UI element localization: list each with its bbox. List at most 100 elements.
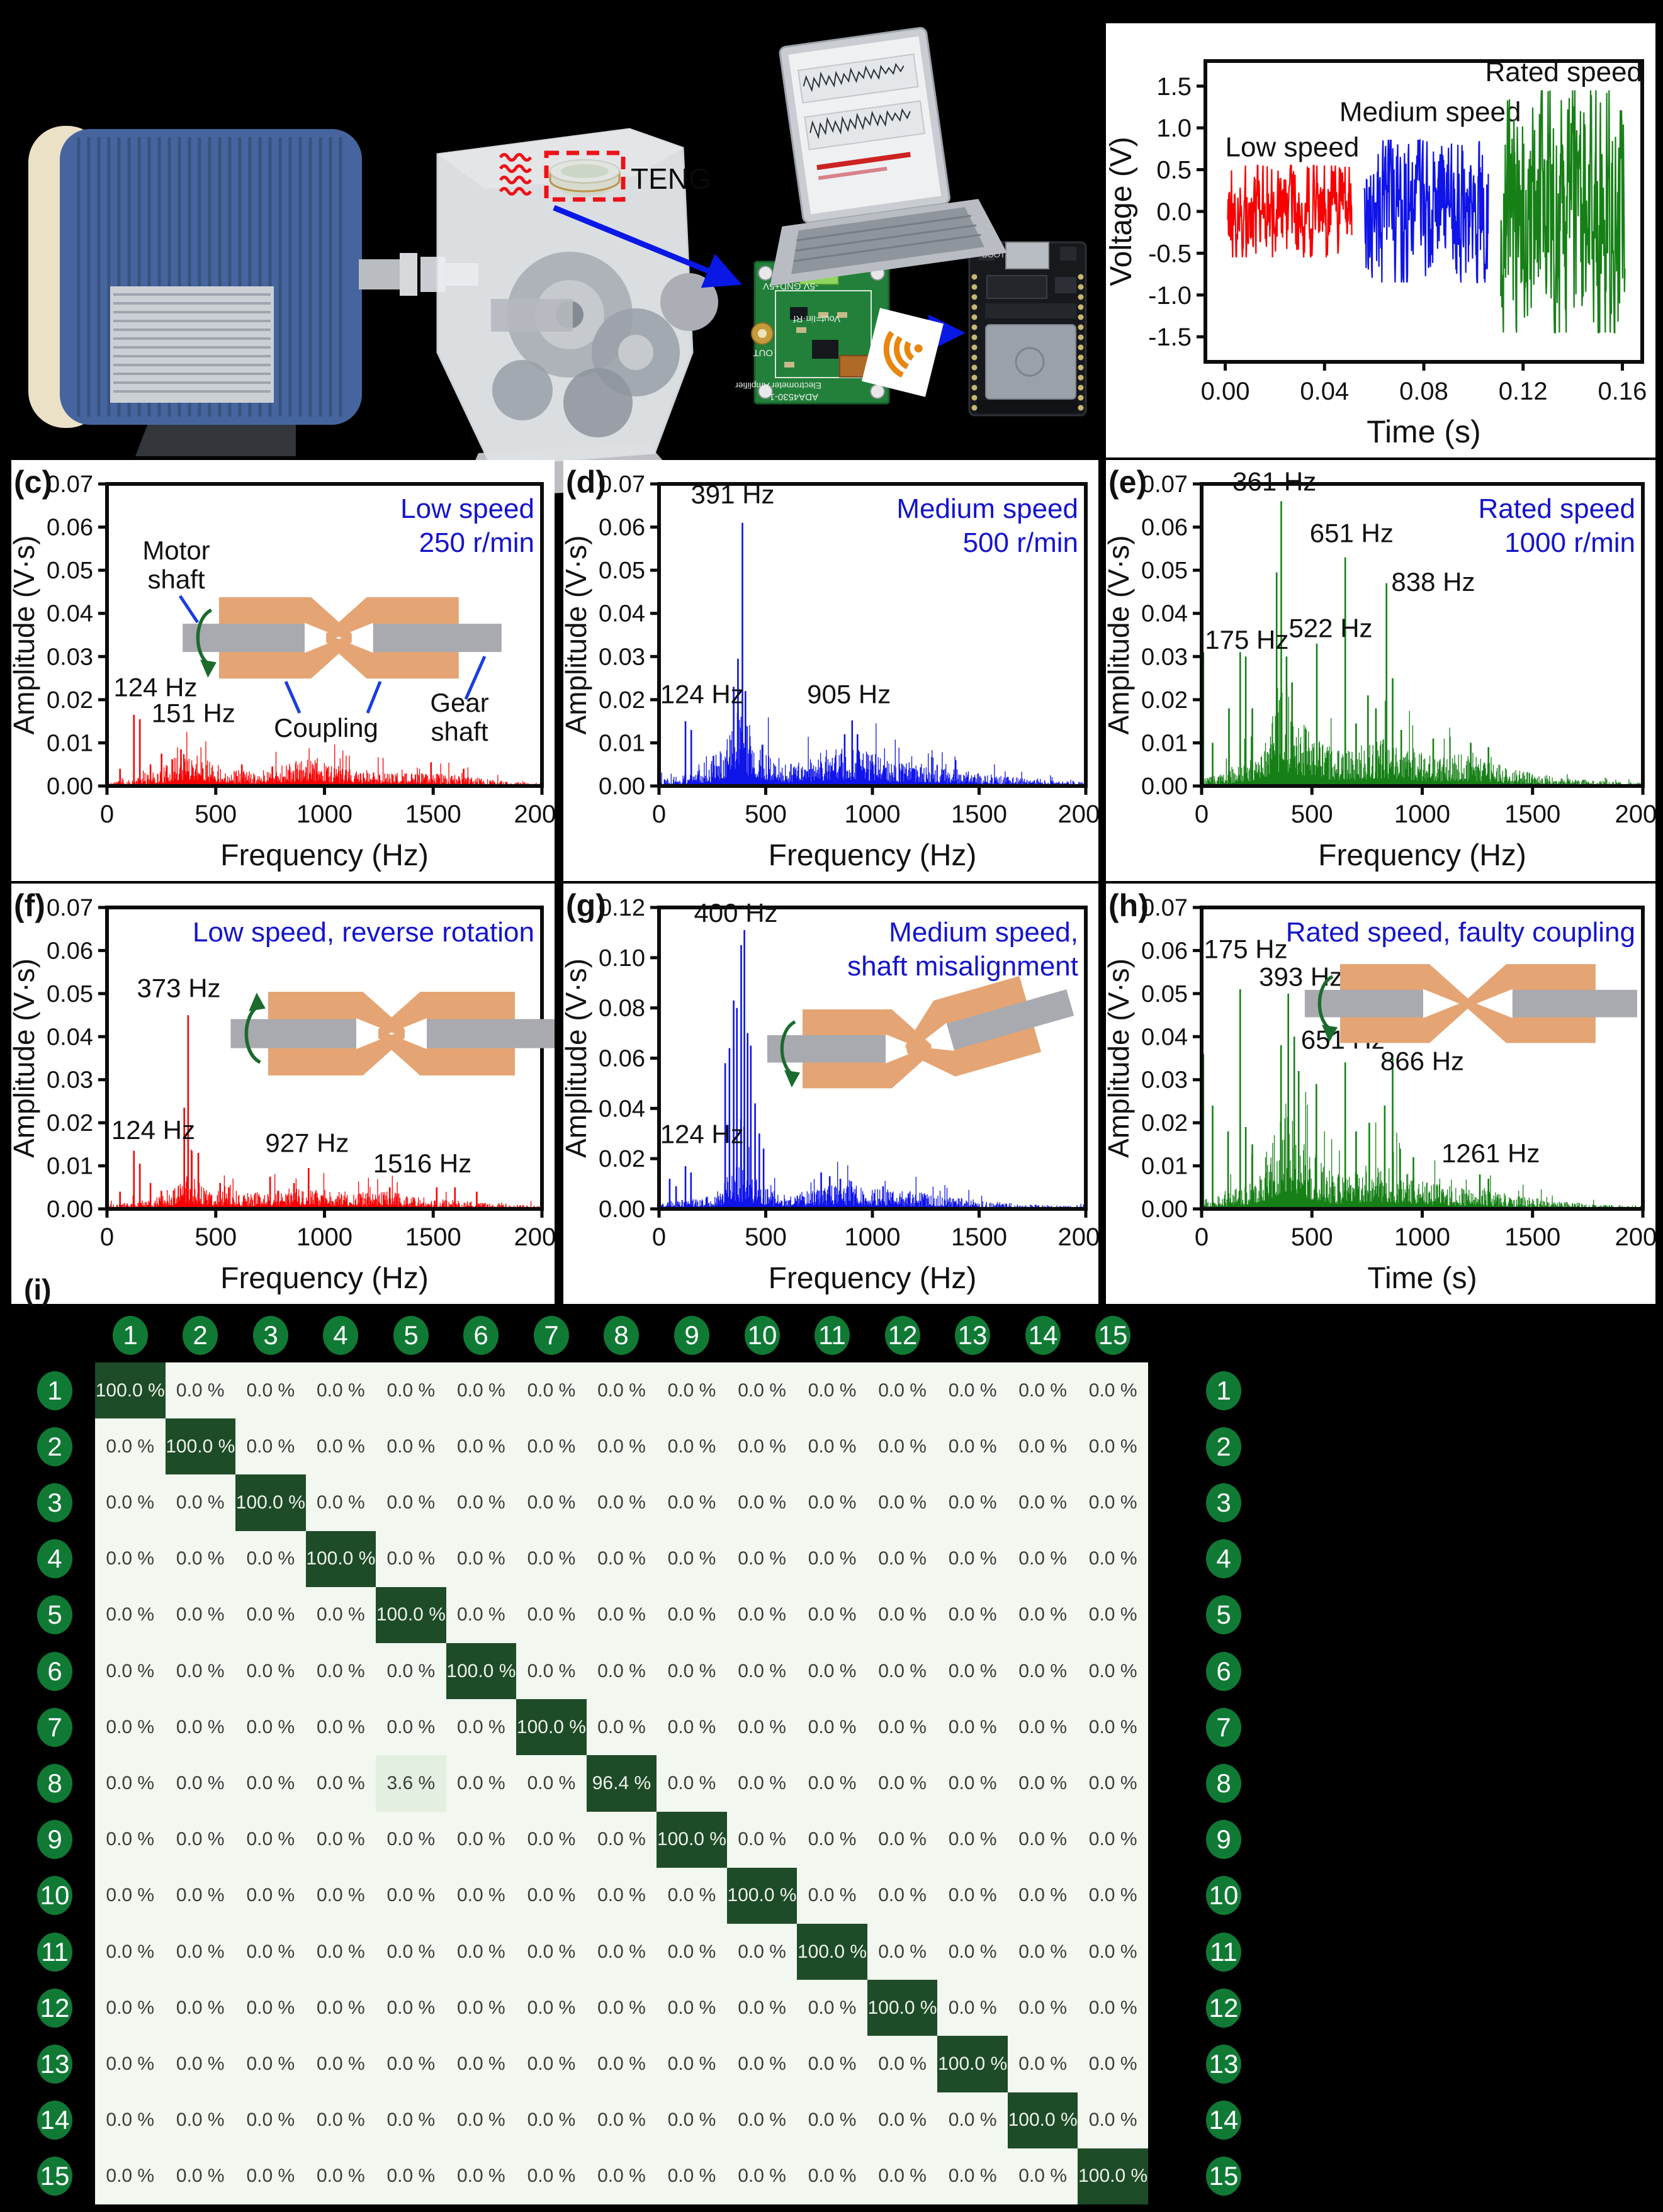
matrix-cell: 0.0 % <box>176 1660 225 1681</box>
x-tick-label: 0.04 <box>1300 378 1349 405</box>
x-tick-label: 0.12 <box>1499 378 1548 405</box>
peak-label: 391 Hz <box>691 480 774 509</box>
matrix-cell: 0.0 % <box>527 1829 576 1850</box>
matrix-cell: 0.0 % <box>456 1435 505 1457</box>
matrix-cell: 0.0 % <box>106 2109 155 2131</box>
matrix-cell: 0.0 % <box>176 1604 225 1625</box>
matrix-cell: 0.0 % <box>1018 1997 1067 2018</box>
panel-title: Medium speed, <box>889 917 1078 948</box>
x-tick-label: 500 <box>194 1223 237 1251</box>
matrix-cell: 0.0 % <box>106 1772 155 1794</box>
chart-c: 0.00 0.01 0.02 0.03 0.04 0.05 0.06 0.07 0 500 1000… <box>11 464 555 872</box>
spectrum-peaks <box>119 1015 478 1209</box>
y-tick-label: 0.00 <box>599 773 645 800</box>
teng-label: TENG <box>631 162 711 195</box>
peak-label: 175 Hz <box>1204 935 1288 964</box>
matrix-cell: 0.0 % <box>597 1885 646 1906</box>
esp32-board: BOOT <box>968 241 1087 417</box>
x-tick-label: 2000 <box>1058 1223 1098 1251</box>
matrix-cell: 0.0 % <box>106 1997 155 2018</box>
peak-label: 361 Hz <box>1232 466 1316 496</box>
matrix-row-header-left: 12 <box>37 1989 72 2028</box>
matrix-cell: 0.0 % <box>597 1829 646 1850</box>
x-tick-label: 1000 <box>296 1223 352 1251</box>
x-axis-label: Frequency (Hz) <box>220 839 429 872</box>
matrix-row-header-left: 7 <box>37 1708 72 1747</box>
y-tick-label: 0.02 <box>1141 1110 1188 1137</box>
matrix-cell: 0.0 % <box>456 1885 505 1906</box>
y-tick-label: 0.5 <box>1156 157 1192 184</box>
matrix-cell: 0.0 % <box>386 1548 436 1569</box>
matrix-row-header-left: 1 <box>37 1371 72 1410</box>
matrix-cell: 0.0 % <box>878 1829 927 1850</box>
matrix-row-header-right: 12 <box>1206 1989 1241 2028</box>
matrix-row-header-left: 8 <box>37 1764 72 1803</box>
matrix-row-header-right: 14 <box>1206 2101 1241 2140</box>
matrix-cell: 100.0 % <box>446 1643 517 1700</box>
matrix-cell: 0.0 % <box>597 1660 646 1681</box>
matrix-row-header-right: 15 <box>1206 2157 1241 2196</box>
matrix-cell: 0.0 % <box>1018 1604 1067 1625</box>
x-tick-label: 500 <box>745 800 787 828</box>
spectrum-noise <box>1202 687 1643 786</box>
motor <box>28 126 478 456</box>
matrix-cell: 0.0 % <box>246 1548 295 1569</box>
matrix-cell: 0.0 % <box>316 2165 365 2187</box>
panel-title: Medium speed <box>896 493 1078 524</box>
series-label: Medium speed <box>1339 97 1521 128</box>
matrix-cell: 0.0 % <box>738 1716 786 1738</box>
matrix-col-header: 11 <box>815 1316 850 1355</box>
matrix-cell: 0.0 % <box>386 1997 436 2018</box>
chart-g: 0.00 0.02 0.04 0.06 0.08 0.10 0.12 0 500 1000 1500… <box>563 888 1098 1295</box>
matrix-row-header-left: 9 <box>37 1820 72 1859</box>
matrix-cell: 0.0 % <box>667 2109 716 2131</box>
matrix-cell: 0.0 % <box>738 1491 786 1513</box>
matrix-cell: 100.0 % <box>937 2036 1008 2092</box>
matrix-cell: 0.0 % <box>456 1772 505 1794</box>
y-tick-label: 0.03 <box>1141 1067 1188 1094</box>
x-tick-label: 1500 <box>951 1223 1007 1251</box>
matrix-cell: 100.0 % <box>1078 2148 1148 2204</box>
matrix-row-header-left: 6 <box>37 1652 72 1691</box>
matrix-cell: 0.0 % <box>878 1435 927 1457</box>
matrix-cell: 0.0 % <box>456 1997 505 2018</box>
panel-letter: (h) <box>1108 888 1149 923</box>
matrix-row-header-left: 11 <box>37 1933 72 1972</box>
x-tick-label: 0 <box>1195 800 1209 828</box>
matrix-cell: 100.0 % <box>235 1474 306 1531</box>
matrix-cell: 0.0 % <box>878 2053 927 2074</box>
peak-label: 1516 Hz <box>373 1148 471 1178</box>
coupling-inset <box>767 975 1074 1089</box>
matrix-cell: 100.0 % <box>305 1530 376 1587</box>
wifi-icon <box>862 308 944 397</box>
matrix-cell: 0.0 % <box>1088 1772 1137 1794</box>
matrix-cell: 0.0 % <box>246 1379 295 1401</box>
y-axis-label: Amplitude (V·s) <box>563 536 592 735</box>
matrix-cell: 0.0 % <box>176 1716 225 1738</box>
x-tick-label: 0 <box>1195 1223 1209 1251</box>
y-tick-label: 0.04 <box>1141 601 1188 627</box>
matrix-row-header-right: 3 <box>1206 1483 1241 1522</box>
y-tick-label: 0.07 <box>47 895 93 921</box>
matrix-cell: 0.0 % <box>597 1548 646 1569</box>
matrix-col-header: 10 <box>745 1316 780 1355</box>
matrix-cell: 0.0 % <box>808 1604 857 1625</box>
gearbox <box>436 128 718 497</box>
matrix-cell: 0.0 % <box>316 1379 365 1401</box>
matrix-cell: 0.0 % <box>1088 1604 1137 1625</box>
matrix-col-header: 9 <box>674 1316 709 1355</box>
matrix-row-header-right: 6 <box>1206 1652 1241 1691</box>
matrix-cell: 0.0 % <box>808 1716 857 1738</box>
matrix-cell: 0.0 % <box>456 2109 505 2131</box>
matrix-cell: 0.0 % <box>527 1491 576 1513</box>
matrix-cell: 0.0 % <box>948 2109 997 2131</box>
x-tick-label: 500 <box>745 1223 787 1251</box>
x-axis-label: Frequency (Hz) <box>220 1262 429 1295</box>
inset-label-gear-shaft: Gear <box>430 688 488 717</box>
waveform-rated-speed <box>1500 90 1626 334</box>
matrix-cell: 0.0 % <box>808 1829 857 1850</box>
x-tick-label: 1500 <box>951 800 1007 828</box>
series-label: Low speed <box>1226 132 1360 162</box>
panel-letter-i: (i) <box>24 1273 52 1306</box>
y-tick-label: 0.05 <box>1141 981 1188 1008</box>
